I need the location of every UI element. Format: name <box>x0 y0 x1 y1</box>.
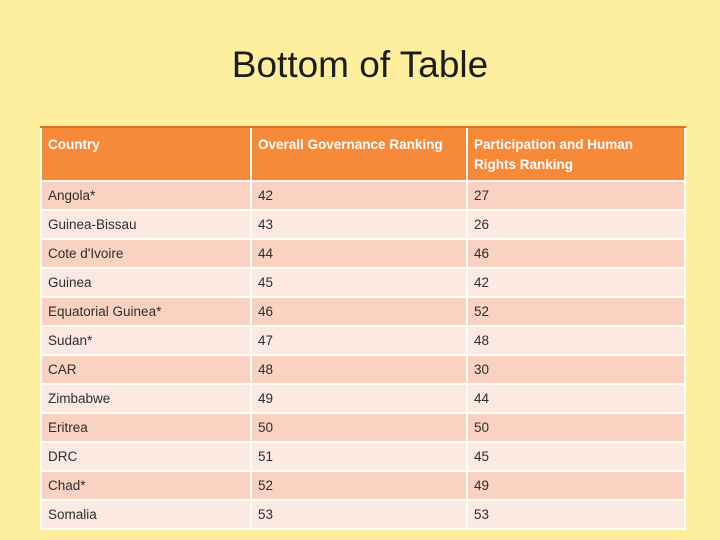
cell-participation-rights-ranking: 30 <box>466 354 685 384</box>
cell-participation-rights-ranking: 42 <box>466 267 685 297</box>
cell-overall-governance-ranking: 50 <box>250 412 467 442</box>
cell-participation-rights-ranking: 53 <box>466 499 685 529</box>
cell-country: CAR <box>41 354 251 384</box>
cell-overall-governance-ranking: 48 <box>250 354 467 384</box>
cell-country: Guinea-Bissau <box>41 209 251 239</box>
table-row: Chad* 52 49 <box>41 470 685 500</box>
column-header-overall-governance: Overall Governance Ranking <box>250 126 467 181</box>
table-row: Eritrea 50 50 <box>41 412 685 442</box>
cell-participation-rights-ranking: 50 <box>466 412 685 442</box>
cell-overall-governance-ranking: 42 <box>250 180 467 210</box>
cell-overall-governance-ranking: 45 <box>250 267 467 297</box>
cell-country: Eritrea <box>41 412 251 442</box>
table-row: CAR 48 30 <box>41 354 685 384</box>
table-row: Sudan* 47 48 <box>41 325 685 355</box>
cell-overall-governance-ranking: 47 <box>250 325 467 355</box>
cell-participation-rights-ranking: 27 <box>466 180 685 210</box>
page-title: Bottom of Table <box>231 44 489 85</box>
cell-country: Equatorial Guinea* <box>41 296 251 326</box>
table-header-row: Country Overall Governance Ranking Parti… <box>41 126 685 181</box>
cell-country: Cote d'Ivoire <box>41 238 251 268</box>
cell-country: DRC <box>41 441 251 471</box>
table-row: Guinea-Bissau 43 26 <box>41 209 685 239</box>
table-row: Equatorial Guinea* 46 52 <box>41 296 685 326</box>
ranking-table-container: Country Overall Governance Ranking Parti… <box>40 126 686 530</box>
cell-overall-governance-ranking: 53 <box>250 499 467 529</box>
cell-overall-governance-ranking: 49 <box>250 383 467 413</box>
cell-country: Guinea <box>41 267 251 297</box>
cell-participation-rights-ranking: 48 <box>466 325 685 355</box>
table-row: DRC 51 45 <box>41 441 685 471</box>
cell-participation-rights-ranking: 49 <box>466 470 685 500</box>
table-row: Angola* 42 27 <box>41 180 685 210</box>
cell-participation-rights-ranking: 52 <box>466 296 685 326</box>
table-row: Cote d'Ivoire 44 46 <box>41 238 685 268</box>
table-row: Somalia 53 53 <box>41 499 685 529</box>
cell-overall-governance-ranking: 43 <box>250 209 467 239</box>
table-row: Zimbabwe 49 44 <box>41 383 685 413</box>
cell-country: Angola* <box>41 180 251 210</box>
cell-overall-governance-ranking: 46 <box>250 296 467 326</box>
cell-country: Sudan* <box>41 325 251 355</box>
cell-participation-rights-ranking: 26 <box>466 209 685 239</box>
column-header-participation-rights: Participation and Human Rights Ranking <box>466 126 685 181</box>
cell-overall-governance-ranking: 52 <box>250 470 467 500</box>
table-row: Guinea 45 42 <box>41 267 685 297</box>
cell-country: Zimbabwe <box>41 383 251 413</box>
cell-overall-governance-ranking: 44 <box>250 238 467 268</box>
column-header-country: Country <box>41 126 251 181</box>
ranking-table: Country Overall Governance Ranking Parti… <box>40 126 686 530</box>
cell-country: Somalia <box>41 499 251 529</box>
cell-participation-rights-ranking: 46 <box>466 238 685 268</box>
cell-participation-rights-ranking: 44 <box>466 383 685 413</box>
cell-participation-rights-ranking: 45 <box>466 441 685 471</box>
table-body: Angola* 42 27 Guinea-Bissau 43 26 Cote d'Ivoir… <box>41 180 685 529</box>
cell-overall-governance-ranking: 51 <box>250 441 467 471</box>
cell-country: Chad* <box>41 470 251 500</box>
